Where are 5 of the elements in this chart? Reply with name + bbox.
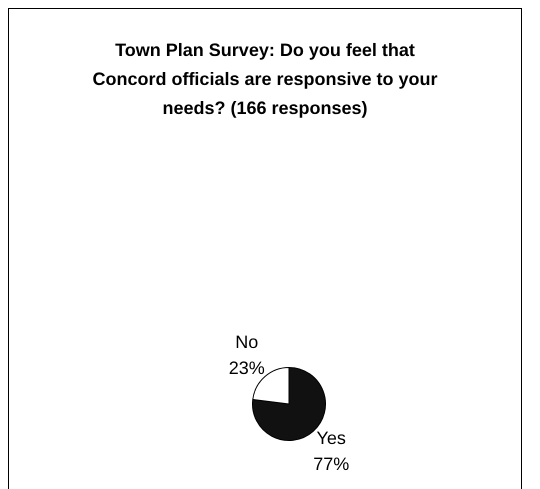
slice-label: No <box>235 332 258 352</box>
data-label: 77% <box>313 454 350 474</box>
slice-label: Yes <box>316 428 346 448</box>
chart-title: Town Plan Survey: Do you feel that Concord officials are responsive to your needs? (166 responses) <box>91 39 439 120</box>
data-label: 23% <box>228 358 265 378</box>
